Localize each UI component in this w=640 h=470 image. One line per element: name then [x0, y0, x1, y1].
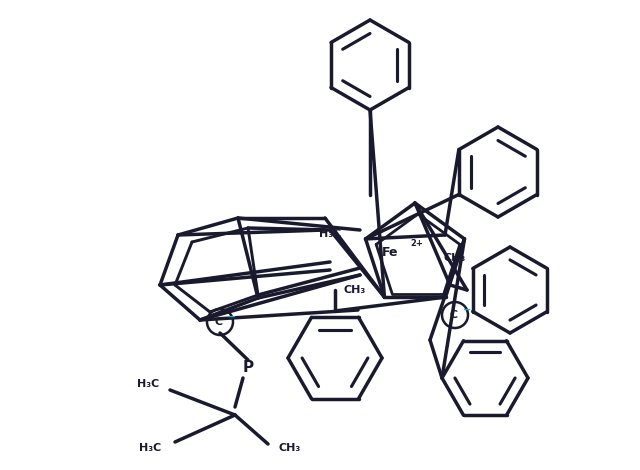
Text: H₃C: H₃C — [319, 229, 341, 239]
Text: H₃C: H₃C — [137, 379, 159, 389]
Text: C: C — [450, 310, 458, 320]
Text: 2+: 2+ — [410, 238, 423, 248]
Text: H₃C: H₃C — [139, 443, 161, 453]
Text: −: − — [463, 305, 471, 315]
Text: Fe: Fe — [381, 245, 398, 258]
Text: −: − — [228, 312, 236, 322]
Text: P: P — [243, 360, 253, 376]
Text: C: C — [215, 317, 223, 327]
Text: CH₃: CH₃ — [344, 285, 366, 295]
Text: CH₃: CH₃ — [279, 443, 301, 453]
Text: CH₃: CH₃ — [444, 253, 466, 263]
